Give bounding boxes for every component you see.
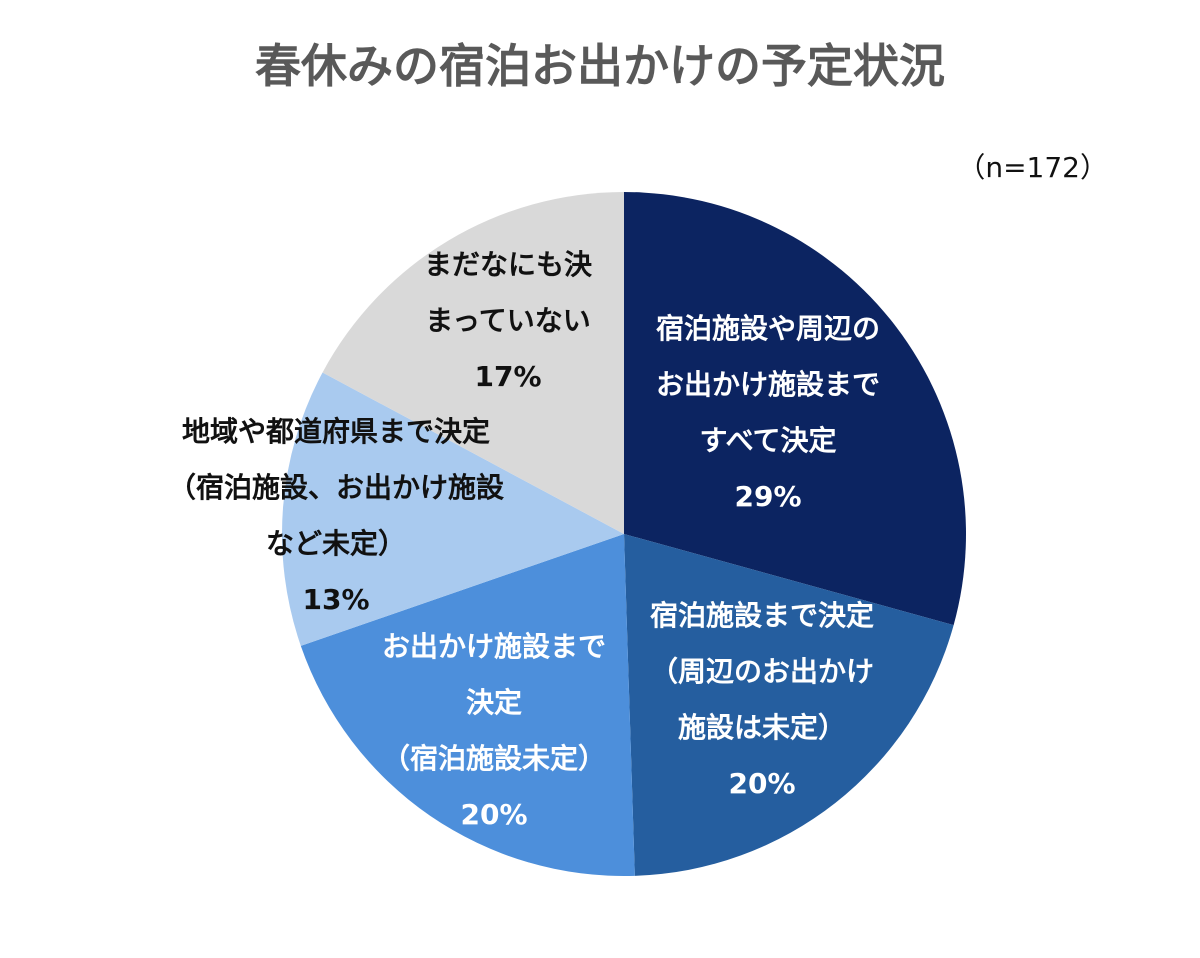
slice-label-line: お出かけ施設まで xyxy=(655,368,881,401)
slice-value-label: 20% xyxy=(460,798,528,831)
slice-value-label: 29% xyxy=(734,480,802,513)
pie-slice-4 xyxy=(281,372,624,646)
slice-label-4: 地域や都道府県まで決定 （宿泊施設、お出かけ施設 など未定） 13% xyxy=(168,404,504,628)
slice-label-line: 地域や都道府県まで決定 xyxy=(181,415,491,448)
slice-label-5: まだなにも決 まっていない 17% xyxy=(424,237,592,405)
slice-label-line: 宿泊施設まで決定 xyxy=(649,599,875,632)
pie-slice-5 xyxy=(322,192,624,534)
pie-slice-1 xyxy=(624,192,966,626)
slice-label-2: 宿泊施設まで決定 （周辺のお出かけ 施設は未定） 20% xyxy=(650,588,874,812)
chart-title: 春休みの宿泊お出かけの予定状況 xyxy=(255,39,945,93)
slice-value-label: 13% xyxy=(302,583,370,616)
slice-label-line: （宿泊施設未定） xyxy=(381,742,607,775)
slice-label-line: 施設は未定） xyxy=(677,711,847,744)
slice-label-1: 宿泊施設や周辺の お出かけ施設まで すべて決定 29% xyxy=(656,301,880,525)
slice-label-line: まっていない xyxy=(425,304,591,337)
pie-slice-2 xyxy=(624,534,954,876)
slice-label-line: すべて決定 xyxy=(699,424,837,457)
slice-label-line: 決定 xyxy=(465,686,523,719)
slice-label-line: （宿泊施設、お出かけ施設 xyxy=(167,471,505,504)
sample-size-note: （n=172） xyxy=(957,151,1108,184)
slice-label-line: お出かけ施設まで xyxy=(381,630,607,663)
slice-label-line: など未定） xyxy=(265,527,407,560)
slice-value-label: 17% xyxy=(474,360,542,393)
slice-label-line: 宿泊施設や周辺の xyxy=(655,312,881,345)
slice-label-line: （周辺のお出かけ xyxy=(649,655,875,688)
slice-label-line: まだなにも決 xyxy=(423,248,593,281)
slice-value-label: 20% xyxy=(728,767,796,800)
pie-slice-3 xyxy=(300,534,635,876)
slice-label-3: お出かけ施設まで 決定 （宿泊施設未定） 20% xyxy=(382,619,606,843)
